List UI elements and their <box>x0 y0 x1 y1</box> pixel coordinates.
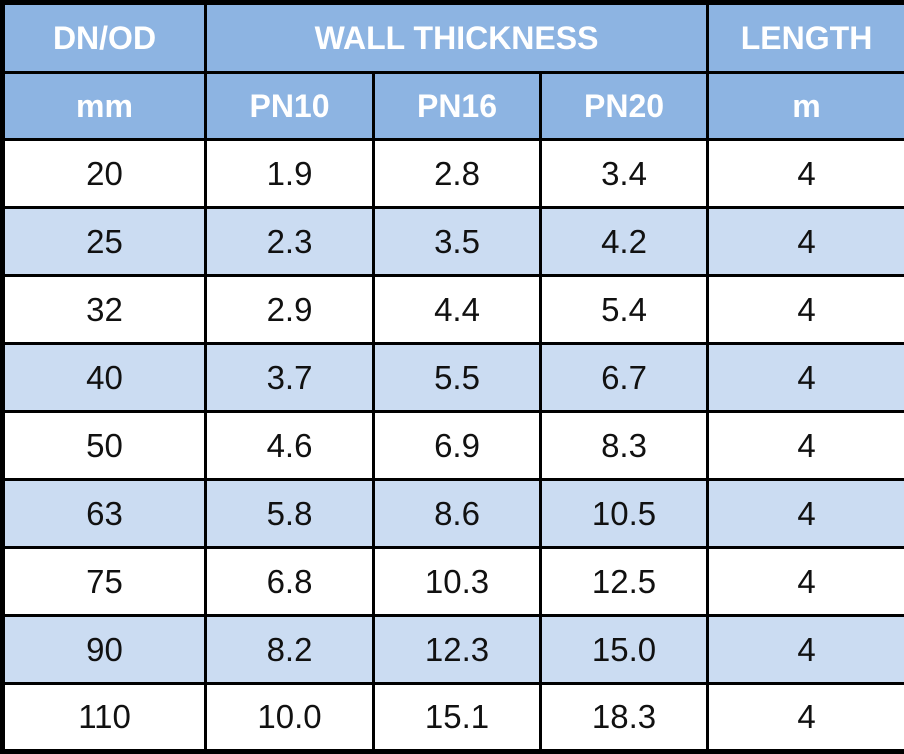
cell-pn16: 15.1 <box>372 682 542 753</box>
col-subheader-m: m <box>706 71 904 141</box>
cell-length: 4 <box>706 682 904 753</box>
cell-dn: 75 <box>1 546 207 617</box>
col-subheader-mm: mm <box>1 71 207 141</box>
cell-pn10: 10.0 <box>204 682 375 753</box>
cell-dn: 25 <box>1 206 207 277</box>
table-header: DN/OD WALL THICKNESS LENGTH mm PN10 PN16… <box>1 1 904 141</box>
cell-pn20: 18.3 <box>538 682 710 753</box>
cell-pn20: 12.5 <box>538 546 710 617</box>
table-row: 32 2.9 4.4 5.4 4 <box>1 274 904 345</box>
cell-pn10: 2.9 <box>204 274 375 345</box>
cell-pn16: 10.3 <box>372 546 542 617</box>
cell-pn10: 2.3 <box>204 206 375 277</box>
cell-pn20: 4.2 <box>538 206 710 277</box>
cell-length: 4 <box>706 206 904 277</box>
cell-dn: 50 <box>1 410 207 481</box>
cell-pn20: 6.7 <box>538 342 710 413</box>
col-header-length: LENGTH <box>706 1 904 74</box>
cell-pn10: 3.7 <box>204 342 375 413</box>
cell-pn10: 6.8 <box>204 546 375 617</box>
col-subheader-pn16: PN16 <box>372 71 542 141</box>
cell-dn: 40 <box>1 342 207 413</box>
cell-length: 4 <box>706 342 904 413</box>
cell-pn20: 8.3 <box>538 410 710 481</box>
cell-pn16: 8.6 <box>372 478 542 549</box>
cell-pn16: 5.5 <box>372 342 542 413</box>
cell-pn16: 4.4 <box>372 274 542 345</box>
cell-dn: 90 <box>1 614 207 685</box>
table-row: 75 6.8 10.3 12.5 4 <box>1 546 904 617</box>
table-row: 90 8.2 12.3 15.0 4 <box>1 614 904 685</box>
cell-length: 4 <box>706 274 904 345</box>
cell-pn10: 8.2 <box>204 614 375 685</box>
cell-dn: 20 <box>1 138 207 209</box>
header-row-sub: mm PN10 PN16 PN20 m <box>1 71 904 141</box>
cell-length: 4 <box>706 410 904 481</box>
table-row: 110 10.0 15.1 18.3 4 <box>1 682 904 753</box>
cell-dn: 63 <box>1 478 207 549</box>
cell-pn16: 2.8 <box>372 138 542 209</box>
cell-pn20: 5.4 <box>538 274 710 345</box>
col-subheader-pn10: PN10 <box>204 71 375 141</box>
cell-pn20: 15.0 <box>538 614 710 685</box>
table-row: 63 5.8 8.6 10.5 4 <box>1 478 904 549</box>
cell-length: 4 <box>706 546 904 617</box>
cell-length: 4 <box>706 478 904 549</box>
table-row: 50 4.6 6.9 8.3 4 <box>1 410 904 481</box>
cell-pn16: 3.5 <box>372 206 542 277</box>
cell-pn16: 6.9 <box>372 410 542 481</box>
col-header-dn-od: DN/OD <box>1 1 207 74</box>
table-row: 20 1.9 2.8 3.4 4 <box>1 138 904 209</box>
cell-length: 4 <box>706 614 904 685</box>
cell-dn: 110 <box>1 682 207 753</box>
table-body: 20 1.9 2.8 3.4 4 25 2.3 3.5 4.2 4 32 2.9… <box>1 138 904 753</box>
cell-length: 4 <box>706 138 904 209</box>
table-row: 25 2.3 3.5 4.2 4 <box>1 206 904 277</box>
cell-pn10: 5.8 <box>204 478 375 549</box>
cell-dn: 32 <box>1 274 207 345</box>
cell-pn16: 12.3 <box>372 614 542 685</box>
col-subheader-pn20: PN20 <box>538 71 710 141</box>
cell-pn10: 1.9 <box>204 138 375 209</box>
cell-pn10: 4.6 <box>204 410 375 481</box>
header-row-top: DN/OD WALL THICKNESS LENGTH <box>1 1 904 74</box>
cell-pn20: 10.5 <box>538 478 710 549</box>
table-row: 40 3.7 5.5 6.7 4 <box>1 342 904 413</box>
col-header-wall-thickness: WALL THICKNESS <box>203 1 710 74</box>
cell-pn20: 3.4 <box>538 138 710 209</box>
